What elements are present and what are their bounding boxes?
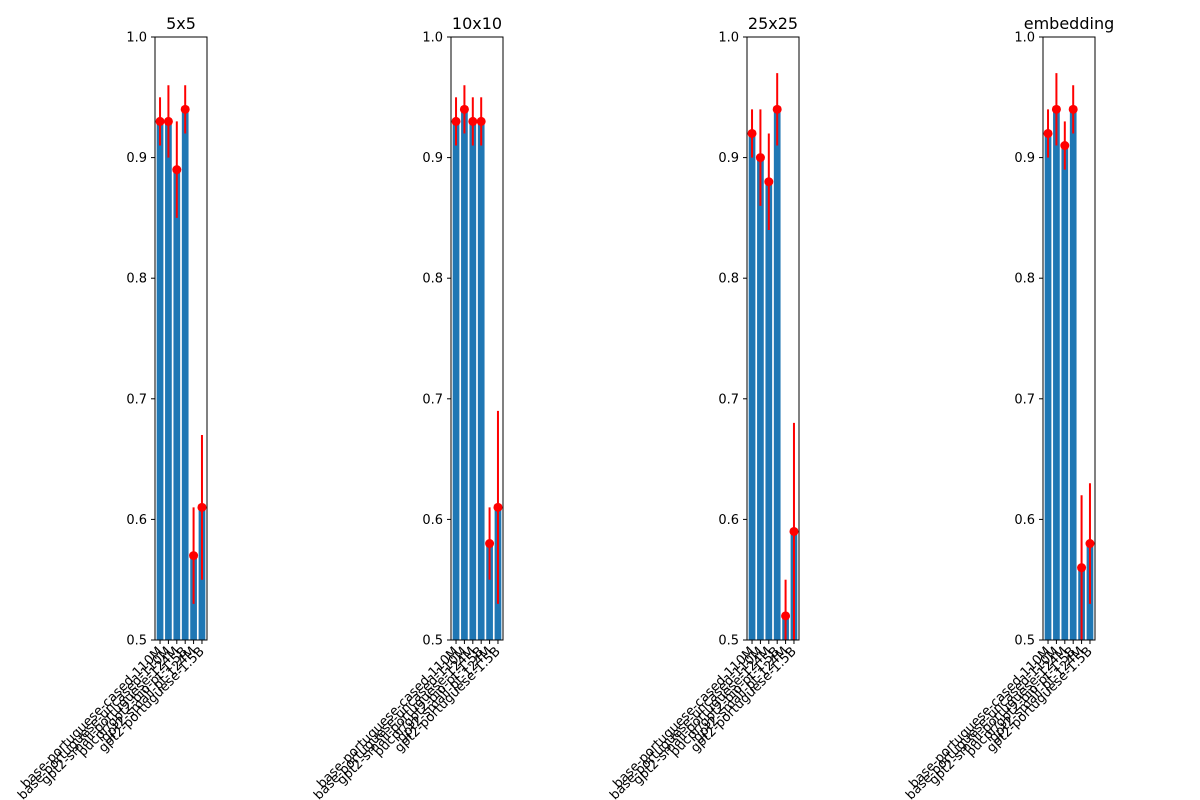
point-marker <box>1043 128 1053 138</box>
bar <box>748 133 756 641</box>
subplot-3: 25x250.50.60.70.80.91.0base-portuguese-c… <box>607 14 800 800</box>
y-tick-label: 1.0 <box>1014 31 1035 46</box>
y-tick-label: 0.5 <box>718 634 739 649</box>
point-marker <box>451 116 461 126</box>
y-tick-label: 0.8 <box>422 272 443 287</box>
point-marker <box>772 104 782 114</box>
y-tick-label: 0.6 <box>422 513 443 528</box>
point-marker <box>476 116 486 126</box>
y-tick-label: 0.7 <box>422 392 443 407</box>
bar <box>1061 145 1069 641</box>
point-marker <box>155 116 165 126</box>
point-marker <box>485 539 495 549</box>
y-tick-label: 0.5 <box>1014 634 1035 649</box>
y-tick-label: 0.7 <box>126 392 147 407</box>
subplot-title: 10x10 <box>452 14 502 33</box>
y-tick-label: 1.0 <box>718 31 739 46</box>
bar <box>1069 109 1077 641</box>
bar <box>757 157 764 640</box>
point-marker <box>1068 104 1078 114</box>
subplot-title: embedding <box>1024 14 1114 33</box>
y-tick-label: 0.6 <box>1014 513 1035 528</box>
point-marker <box>781 611 791 621</box>
subplot-4: embedding0.50.60.70.80.91.0base-portugue… <box>903 14 1114 800</box>
y-tick-label: 0.8 <box>718 272 739 287</box>
axes-frame <box>450 36 504 641</box>
point-marker <box>493 502 503 512</box>
point-marker <box>789 526 799 536</box>
subplot-title: 5x5 <box>166 14 196 33</box>
bar <box>181 109 189 641</box>
bar <box>173 169 181 640</box>
bar <box>452 121 460 641</box>
bar <box>486 543 493 640</box>
y-tick-label: 0.5 <box>422 634 443 649</box>
y-tick-label: 0.9 <box>126 151 147 166</box>
bar <box>461 109 468 641</box>
subplot-2: 10x100.50.60.70.80.91.0base-portuguese-c… <box>311 14 504 800</box>
y-tick-label: 0.8 <box>1014 272 1035 287</box>
point-marker <box>163 116 173 126</box>
bar <box>773 109 781 641</box>
point-marker <box>180 104 190 114</box>
point-marker <box>1077 563 1087 573</box>
y-tick-label: 0.8 <box>126 272 147 287</box>
y-tick-label: 1.0 <box>126 31 147 46</box>
bar <box>477 121 485 641</box>
y-tick-label: 0.9 <box>718 151 739 166</box>
bar <box>156 121 164 641</box>
point-marker <box>764 177 774 187</box>
y-tick-label: 0.6 <box>126 513 147 528</box>
bar <box>1044 133 1052 641</box>
y-tick-label: 0.6 <box>718 513 739 528</box>
point-marker <box>747 128 757 138</box>
point-marker <box>1051 104 1061 114</box>
y-tick-label: 0.7 <box>1014 392 1035 407</box>
point-marker <box>189 551 199 561</box>
subplot-1: 5x50.50.60.70.80.91.0base-portuguese-cas… <box>15 14 208 800</box>
y-tick-label: 0.7 <box>718 392 739 407</box>
point-marker <box>172 165 182 175</box>
axes-frame <box>1042 36 1096 641</box>
y-tick-label: 0.9 <box>422 151 443 166</box>
y-tick-label: 0.5 <box>126 634 147 649</box>
point-marker <box>468 116 478 126</box>
point-marker <box>1060 141 1070 151</box>
y-tick-label: 1.0 <box>422 31 443 46</box>
point-marker <box>197 502 207 512</box>
point-marker <box>1085 539 1095 549</box>
bar <box>165 121 172 641</box>
point-marker <box>755 153 765 163</box>
point-marker <box>459 104 469 114</box>
bar <box>469 121 477 641</box>
bar <box>765 181 773 640</box>
axes-frame <box>154 36 208 641</box>
subplot-title: 25x25 <box>748 14 798 33</box>
axes-frame <box>746 36 800 641</box>
bar <box>1053 109 1060 641</box>
y-tick-label: 0.9 <box>1014 151 1035 166</box>
